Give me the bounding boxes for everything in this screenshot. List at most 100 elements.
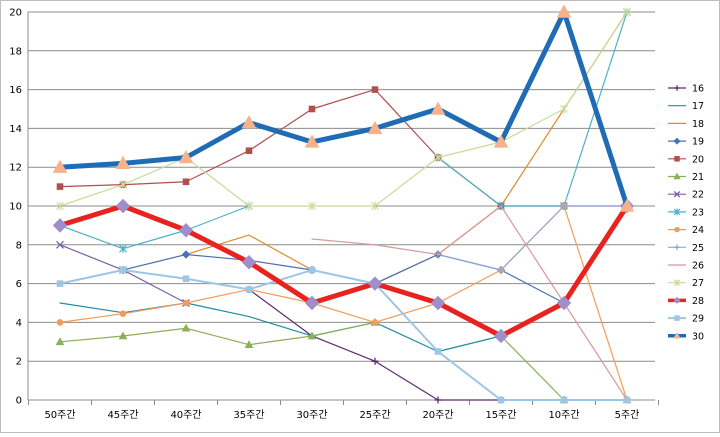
data-point xyxy=(119,310,127,317)
legend-label: 19 xyxy=(692,137,704,148)
data-point xyxy=(371,86,379,93)
legend-label: 20 xyxy=(692,154,704,165)
y-tick-label: 16 xyxy=(9,85,22,96)
x-tick-label: 45주간 xyxy=(107,409,138,421)
legend-item-24: 24 xyxy=(668,225,704,236)
data-point xyxy=(674,315,680,321)
data-point xyxy=(556,4,572,18)
data-point xyxy=(623,7,631,17)
data-point xyxy=(52,159,68,173)
data-point xyxy=(673,208,681,216)
series-29 xyxy=(56,266,631,404)
y-tick-label: 8 xyxy=(16,240,22,251)
series-line xyxy=(57,9,630,209)
data-point xyxy=(308,105,316,113)
axes: 0 2 4 6 8 10 12 14 16 18 20 50주간 45주간 40주간 35주간 30주간 25주… xyxy=(9,8,659,421)
data-point xyxy=(241,115,257,129)
y-tick-label: 6 xyxy=(16,279,22,290)
data-point xyxy=(119,266,127,274)
data-point xyxy=(56,201,64,211)
x-tick-label: 50주간 xyxy=(44,409,75,421)
legend-item-16: 16 xyxy=(668,84,704,95)
y-tick-label: 0 xyxy=(16,396,22,407)
legend-item-19: 19 xyxy=(668,137,704,148)
data-point xyxy=(497,396,505,404)
data-point xyxy=(434,348,442,355)
data-point xyxy=(371,201,379,211)
series-17 xyxy=(59,302,502,353)
data-point xyxy=(304,134,320,148)
series-line xyxy=(59,269,628,401)
legend-label: 26 xyxy=(692,261,704,272)
data-point xyxy=(674,244,680,251)
data-point xyxy=(371,319,379,326)
data-point xyxy=(556,295,572,311)
series-lines xyxy=(52,4,635,404)
legend-item-23: 23 xyxy=(668,207,704,218)
data-point xyxy=(241,255,257,270)
legend-label: 17 xyxy=(692,101,704,112)
legend-item-28: 28 xyxy=(668,296,704,307)
series-line xyxy=(59,302,502,353)
y-tick-label: 20 xyxy=(9,8,22,19)
series-line xyxy=(437,205,628,271)
data-point xyxy=(674,226,680,233)
data-point xyxy=(52,218,68,233)
data-point xyxy=(178,223,194,238)
data-point xyxy=(371,357,379,365)
data-point xyxy=(493,134,509,148)
series-line xyxy=(311,205,628,401)
data-point xyxy=(181,250,191,259)
series-27 xyxy=(56,7,631,211)
series-line xyxy=(59,11,628,207)
legend-item-26: 26 xyxy=(668,261,704,272)
data-point xyxy=(244,340,254,349)
data-point xyxy=(118,331,128,340)
y-tick-label: 12 xyxy=(9,163,22,174)
data-point xyxy=(673,190,681,198)
data-point xyxy=(673,279,681,287)
data-point xyxy=(115,198,131,214)
data-point xyxy=(245,201,253,211)
legend-label: 24 xyxy=(692,225,704,236)
legend-label: 27 xyxy=(692,278,704,289)
data-point xyxy=(178,149,194,164)
x-tick-label: 30주간 xyxy=(296,409,327,421)
legend-label: 18 xyxy=(692,119,704,130)
data-point xyxy=(181,323,191,332)
data-point xyxy=(245,286,253,293)
legend-label: 25 xyxy=(692,243,704,254)
legend-label: 16 xyxy=(692,84,704,95)
legend: 16 17 18 19 20 21 22 23 24 25 26 27 28 29 30 xyxy=(668,84,704,342)
data-point xyxy=(560,202,568,210)
legend-item-29: 29 xyxy=(668,314,704,325)
x-tick-label: 35주간 xyxy=(233,409,264,421)
data-point xyxy=(55,337,65,346)
data-point xyxy=(245,147,253,155)
legend-label: 28 xyxy=(692,296,704,307)
data-point xyxy=(493,328,509,344)
data-point xyxy=(56,183,64,190)
data-point xyxy=(367,276,383,291)
legend-label: 30 xyxy=(692,331,704,342)
legend-item-22: 22 xyxy=(668,190,704,201)
data-point xyxy=(56,319,64,326)
data-point xyxy=(673,331,681,339)
y-tick-label: 4 xyxy=(16,318,22,329)
data-point xyxy=(434,396,442,404)
data-point xyxy=(182,299,190,307)
data-point xyxy=(673,296,681,304)
data-point xyxy=(430,295,446,311)
data-point xyxy=(434,153,442,162)
data-point xyxy=(673,172,681,180)
data-point xyxy=(367,120,383,135)
data-point xyxy=(673,137,681,145)
data-point xyxy=(430,101,446,115)
data-point xyxy=(115,155,131,170)
data-point xyxy=(497,266,505,274)
x-tick-label: 15주간 xyxy=(485,409,516,421)
data-point xyxy=(674,156,680,162)
